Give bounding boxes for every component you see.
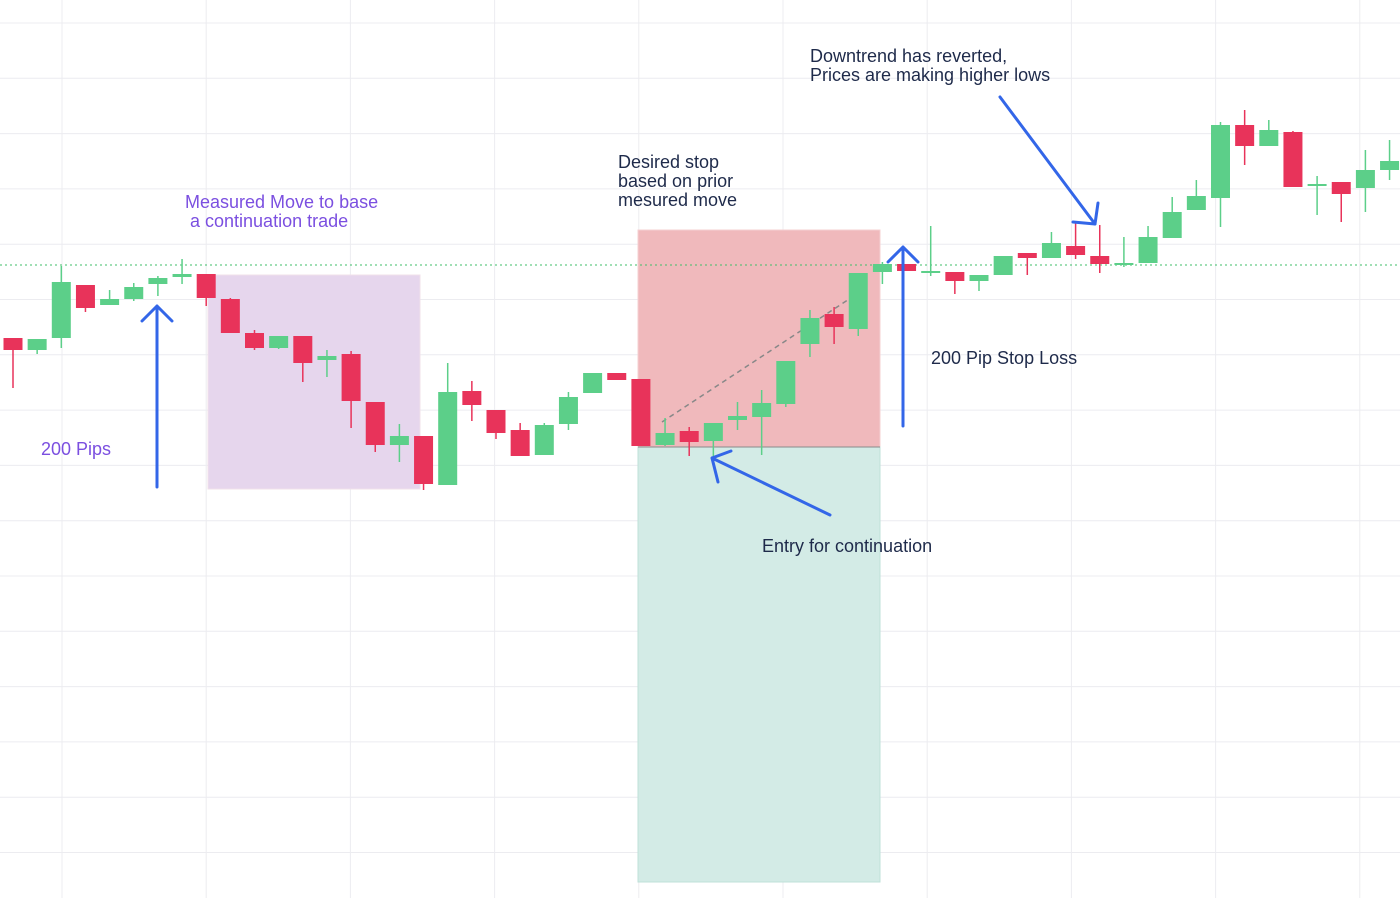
candle-body [1186,196,1206,210]
candle-body [365,402,385,445]
candle-body [51,282,71,338]
annotation: Measured Move to base [185,192,378,212]
candle-body [800,318,820,344]
candle-body [293,336,313,363]
candle-body [27,339,47,350]
candle-body [414,436,434,484]
trend-line [661,287,867,423]
candles [3,110,1400,490]
candle-body [1235,125,1255,146]
candle-body [317,356,337,360]
candle-body [172,274,192,277]
candle-body [389,436,409,445]
candle-body [607,373,627,380]
annotation: Desired stop [618,152,719,172]
candle-body [3,338,23,350]
annotation: 200 Pips [41,439,111,459]
arrows [140,95,1100,517]
candle-body [558,397,578,424]
candle-body [1259,130,1279,146]
annotation: Entry for continuation [762,536,932,556]
annotation: 200 Pip Stop Loss [931,348,1077,368]
annotation: a continuation trade [185,211,348,231]
arrow [710,449,832,517]
candle-body [341,354,361,401]
candle-body [776,361,796,404]
candle-body [631,379,651,446]
candle-body [824,314,844,327]
candle-body [1162,212,1182,238]
candle-body [220,299,240,333]
target-zone [637,446,881,883]
candle-body [848,273,868,329]
annotation: Prices are making higher lows [810,65,1050,85]
candle-body [100,299,120,305]
candle-body [583,373,603,393]
candle-body [1355,170,1375,188]
measured-move-box [207,274,421,490]
candle-body [897,264,917,271]
candle-body [703,423,723,441]
candle-body [1066,246,1086,255]
candle-body [269,336,289,348]
candle-body [196,274,216,298]
arrow [998,95,1100,226]
candle-body [245,333,264,348]
candle-body [486,410,506,433]
candle-body [462,391,482,405]
candle-body [1283,132,1303,187]
candle-body [75,285,95,308]
candle-body [534,425,554,455]
candle-body [1211,125,1230,198]
candle-body [752,403,772,417]
candle-body [1114,263,1134,265]
candle-body [1331,182,1351,194]
annotation: based on prior [618,171,733,191]
candle-body [969,275,989,281]
candle-body [148,278,168,284]
candle-body [1138,237,1158,263]
candle-body [921,271,941,273]
candle-body [1307,184,1327,186]
candle-body [1017,253,1037,258]
candle-body [510,430,530,456]
annotation: mesured move [618,190,737,210]
candle-body [728,416,747,420]
candle-body [1090,256,1110,264]
candle-body [655,433,675,445]
candle-body [679,431,699,442]
candle-body [945,272,965,281]
annotation: Downtrend has reverted, [810,46,1007,66]
candle-body [872,264,892,272]
candle-body [1380,161,1400,170]
candle-body [438,392,458,485]
arrow [140,304,174,489]
candle-body [1041,243,1061,258]
arrow [886,245,920,428]
candle-body [124,287,144,299]
candle-body [993,256,1013,275]
